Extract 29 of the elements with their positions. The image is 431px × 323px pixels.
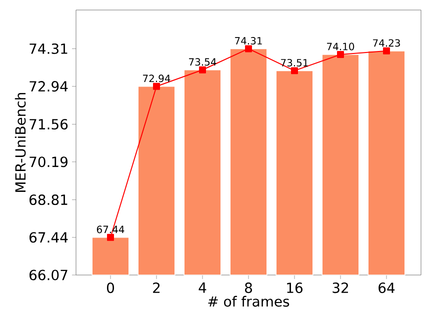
x-tick-label: 4: [198, 282, 206, 293]
data-label: 74.10: [327, 42, 354, 50]
data-label: 74.23: [373, 39, 400, 47]
point: [245, 45, 252, 52]
x-axis-title: # of frames: [208, 296, 290, 307]
point: [153, 82, 160, 90]
y-axis-title: MER-UniBench: [14, 92, 26, 192]
point: [337, 51, 344, 58]
data-label: 73.54: [189, 58, 216, 66]
y-tick-label: 68.81: [30, 194, 68, 206]
y-tick-label: 66.07: [30, 270, 68, 280]
x-tick-label: 0: [106, 282, 114, 294]
x-tick-label: 2: [153, 282, 160, 293]
point: [107, 234, 114, 241]
x-tick-label: 16: [287, 282, 302, 294]
y-tick-label: 74.31: [30, 43, 68, 54]
data-label: 74.31: [235, 36, 262, 45]
point: [291, 67, 298, 74]
x-tick-label: 64: [378, 282, 395, 294]
y-tick-label: 70.19: [30, 156, 68, 168]
data-label: 72.94: [143, 74, 170, 82]
point: [383, 47, 390, 54]
y-tick-label: 71.56: [30, 118, 68, 130]
y-tick-label: 67.44: [30, 232, 68, 243]
data-label: 73.51: [281, 58, 308, 67]
y-tick-label: 72.94: [30, 81, 68, 92]
x-tick-label: 8: [245, 282, 252, 294]
x-tick-label: 32: [332, 282, 348, 294]
point: [199, 66, 206, 74]
